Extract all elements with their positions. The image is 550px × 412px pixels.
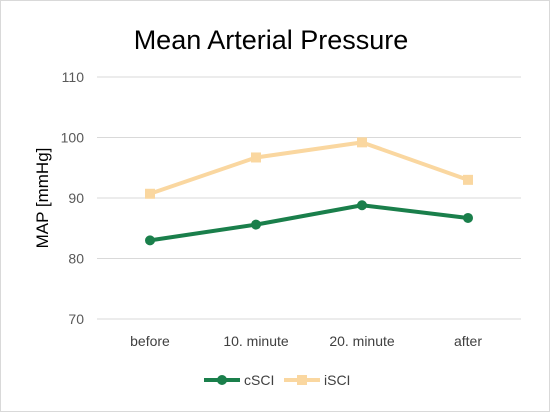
data-point-iSCI [463,174,473,185]
y-tick-label: 110 [62,69,85,85]
series-lines [145,137,473,246]
legend-label: cSCI [244,372,274,388]
y-tick-label: 90 [68,190,84,206]
data-point-cSCI [145,235,155,246]
data-point-iSCI [357,137,367,148]
x-axis-ticks: before 10. minute 20. minute after [130,333,482,349]
x-tick-label: before [130,333,170,349]
chart-title: Mean Arterial Pressure [134,25,409,55]
legend-item-cSCI: cSCI [204,372,274,388]
series-line-cSCI [149,203,469,243]
legend-swatch-marker [217,375,227,385]
y-tick-label: 70 [68,311,84,327]
legend-label: iSCI [324,372,350,388]
data-point-cSCI [463,212,473,223]
legend: cSCI iSCI [204,372,350,388]
gridlines [97,76,521,320]
series-cSCI [145,200,473,246]
legend-item-iSCI: iSCI [284,372,350,388]
data-point-iSCI [251,152,261,163]
data-point-cSCI [357,200,367,211]
y-axis-ticks: 70 80 90 100 110 [61,69,85,327]
x-tick-label: 10. minute [223,333,289,349]
legend-swatch-marker [297,375,307,385]
x-tick-label: 20. minute [329,333,395,349]
series-line-iSCI [149,140,469,196]
y-tick-label: 80 [68,251,84,267]
series-iSCI [145,137,473,199]
y-axis-label: MAP [mmHg] [33,148,52,249]
data-point-cSCI [251,219,261,230]
x-tick-label: after [454,333,482,349]
data-point-iSCI [145,188,155,199]
y-tick-label: 100 [61,130,85,146]
